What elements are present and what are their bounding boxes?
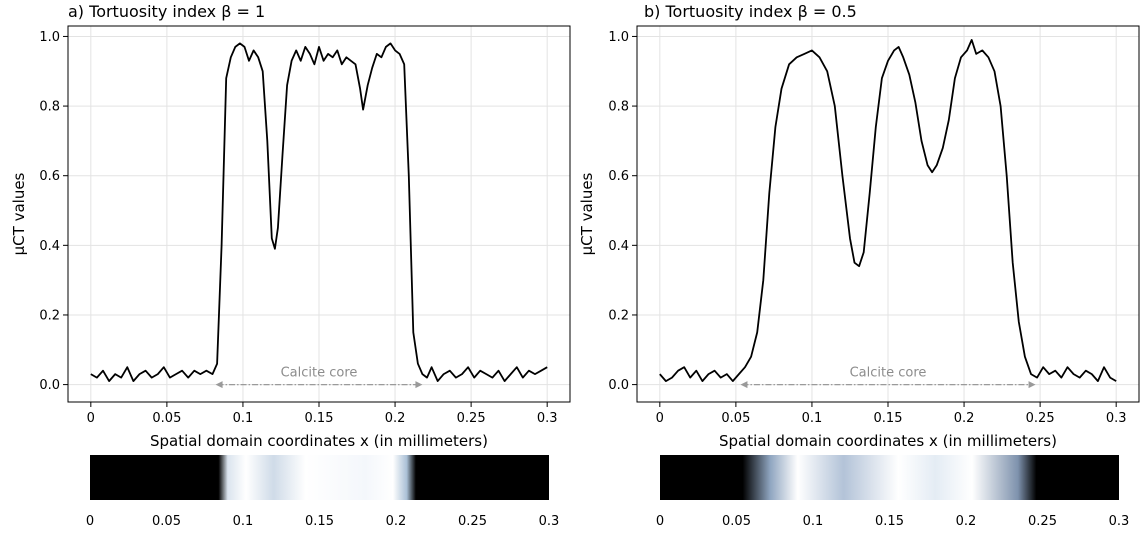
- y-axis-label: μCT values: [10, 172, 28, 255]
- strip-ticks: 0 0.05 0.1 0.15 0.2 0.25 0.3: [656, 514, 1129, 529]
- strip-tick-label: 0: [86, 514, 94, 529]
- y-tick-label: 0.4: [608, 239, 629, 254]
- strip-tick-label: 0.25: [458, 514, 487, 529]
- annotation-label: Calcite core: [281, 366, 358, 381]
- x-tick-label: 0.05: [721, 411, 750, 426]
- y-tick-label: 0.4: [39, 239, 60, 254]
- y-tick-label: 0.6: [608, 169, 629, 184]
- calcite-core-annotation: Calcite core: [740, 366, 1036, 389]
- x-ticks: 0 0.05 0.1 0.15 0.2 0.25 0.3: [656, 402, 1127, 426]
- x-tick-label: 0.2: [954, 411, 975, 426]
- x-tick-label: 0: [87, 411, 95, 426]
- x-axis-label: Spatial domain coordinates x (in millime…: [719, 432, 1057, 450]
- grid: [637, 26, 1139, 402]
- y-tick-label: 0.2: [608, 308, 629, 323]
- y-tick-label: 0.0: [39, 378, 60, 393]
- annotation-label: Calcite core: [850, 366, 927, 381]
- chart-title: b) Tortuosity index β = 0.5: [644, 2, 857, 21]
- panel-b: b) Tortuosity index β = 0.5 Calcite core…: [578, 2, 1140, 529]
- strip-tick-label: 0.15: [305, 514, 334, 529]
- x-tick-label: 0.2: [385, 411, 406, 426]
- ct-image-strip: [90, 455, 549, 500]
- strip-tick-label: 0.3: [1109, 514, 1130, 529]
- strip-tick-label: 0.2: [956, 514, 977, 529]
- x-tick-label: 0.15: [305, 411, 334, 426]
- panel-a: a) Tortuosity index β = 1 Calcite core 0…: [10, 2, 571, 529]
- x-tick-label: 0: [656, 411, 664, 426]
- y-tick-label: 0.2: [39, 308, 60, 323]
- y-tick-label: 0.6: [39, 169, 60, 184]
- arrow-head-left: [740, 381, 748, 389]
- y-ticks: 0.0 0.2 0.4 0.6 0.8 1.0: [39, 30, 68, 393]
- y-tick-label: 1.0: [39, 30, 60, 45]
- y-tick-label: 0.0: [608, 378, 629, 393]
- grid: [68, 26, 570, 402]
- y-ticks: 0.0 0.2 0.4 0.6 0.8 1.0: [608, 30, 637, 393]
- x-tick-label: 0.15: [874, 411, 903, 426]
- y-tick-label: 0.8: [39, 100, 60, 115]
- x-tick-label: 0.1: [802, 411, 823, 426]
- y-axis-label: μCT values: [578, 172, 596, 255]
- strip-tick-label: 0.2: [386, 514, 407, 529]
- x-ticks: 0 0.05 0.1 0.15 0.2 0.25 0.3: [87, 402, 558, 426]
- series-group: [659, 39, 1117, 383]
- x-tick-label: 0.3: [537, 411, 558, 426]
- strip-tick-label: 0.1: [803, 514, 824, 529]
- series-group: [90, 42, 548, 383]
- chart-title: a) Tortuosity index β = 1: [68, 2, 265, 21]
- strip-tick-label: 0.1: [233, 514, 254, 529]
- x-tick-label: 0.25: [457, 411, 486, 426]
- arrow-head-right: [1028, 381, 1036, 389]
- y-tick-label: 1.0: [608, 30, 629, 45]
- y-tick-label: 0.8: [608, 100, 629, 115]
- x-tick-label: 0.1: [233, 411, 254, 426]
- x-tick-label: 0.3: [1106, 411, 1127, 426]
- strip-tick-label: 0.15: [875, 514, 904, 529]
- arrow-head-left: [215, 381, 223, 389]
- series-line: [90, 42, 548, 383]
- strip-tick-label: 0: [656, 514, 664, 529]
- strip-tick-label: 0.3: [539, 514, 560, 529]
- x-axis-label: Spatial domain coordinates x (in millime…: [150, 432, 488, 450]
- x-tick-label: 0.25: [1026, 411, 1055, 426]
- x-tick-label: 0.05: [152, 411, 181, 426]
- ct-image-strip: [660, 455, 1119, 500]
- strip-tick-label: 0.05: [722, 514, 751, 529]
- series-line: [659, 39, 1117, 383]
- strip-tick-label: 0.05: [152, 514, 181, 529]
- arrow-head-right: [415, 381, 423, 389]
- strip-tick-label: 0.25: [1028, 514, 1057, 529]
- calcite-core-annotation: Calcite core: [215, 366, 423, 389]
- strip-ticks: 0 0.05 0.1 0.15 0.2 0.25 0.3: [86, 514, 559, 529]
